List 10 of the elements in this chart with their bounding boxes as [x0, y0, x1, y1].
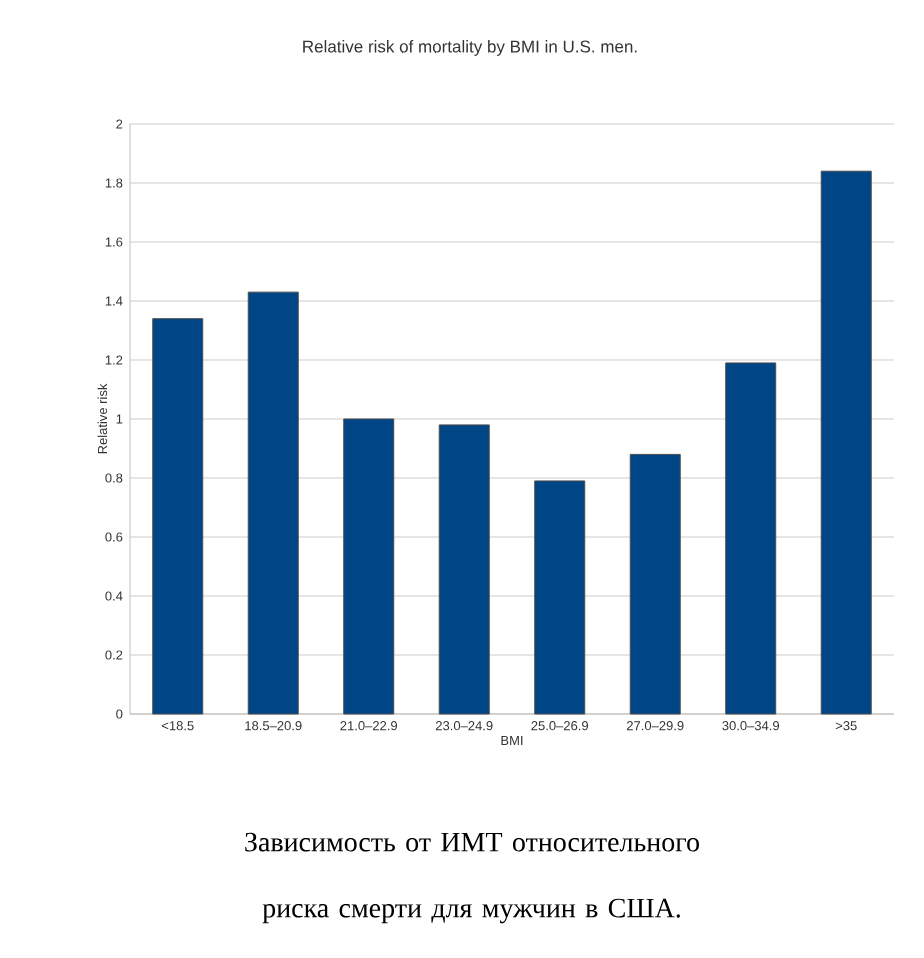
bar	[820, 170, 872, 715]
bar	[438, 424, 490, 715]
chart-title: Relative risk of mortality by BMI in U.S. men.	[303, 40, 637, 56]
bar	[343, 418, 395, 715]
bar	[534, 480, 586, 715]
bar	[152, 318, 204, 715]
bar	[629, 453, 681, 715]
bar	[725, 362, 777, 715]
text: Зависимость от ИМТ относительного риска смерти для мужчин в США.	[245, 832, 699, 924]
bar	[247, 291, 299, 715]
